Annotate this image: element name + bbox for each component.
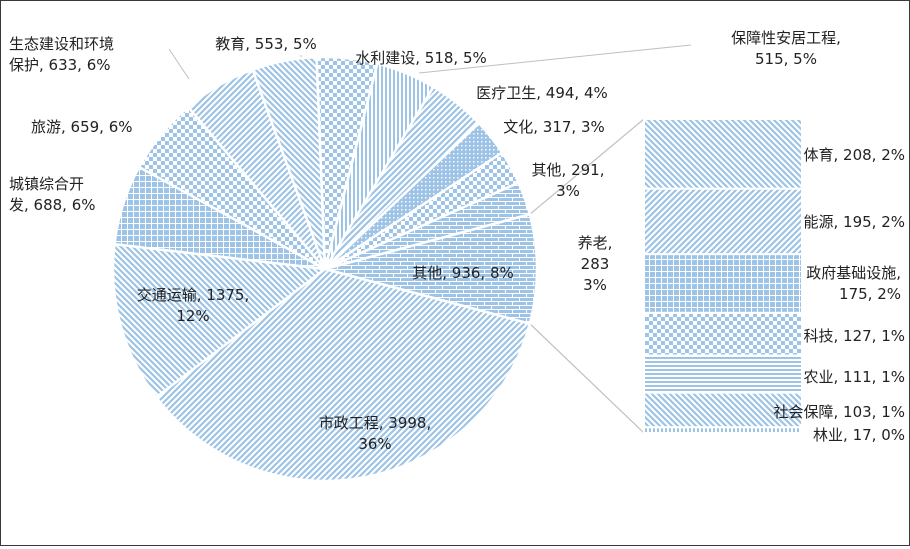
breakdown-label-3: 科技, 127, 1%: [804, 327, 906, 345]
breakdown-bar-0: [643, 118, 803, 190]
slice-label-9: 医疗卫生, 494, 4%: [476, 84, 608, 102]
breakdown-bar-1: [643, 187, 803, 256]
leader-line-1: [418, 44, 692, 74]
connector-line-bottom: [529, 323, 645, 434]
slice-label-0: 其他, 936, 8%: [412, 264, 514, 282]
breakdown-label-1: 能源, 195, 2%: [804, 213, 906, 231]
breakdown-bar-3: [643, 311, 803, 357]
slice-label-8: 保障性安居工程, 515, 5%: [731, 29, 841, 68]
slice-label-2: 交通运输, 1375, 12%: [137, 286, 249, 325]
slice-label-12: 养老, 283 3%: [578, 234, 613, 294]
leader-line-0: [168, 48, 190, 80]
slice-label-7: 水利建设, 518, 5%: [355, 49, 487, 67]
slice-label-10: 文化, 317, 3%: [503, 118, 605, 136]
breakdown-label-2: 政府基础设施, 175, 2%: [806, 264, 901, 303]
breakdown-bar-4: [643, 354, 803, 394]
pie-slice-0: [320, 212, 539, 326]
breakdown-bar-6: [643, 426, 803, 434]
slice-label-3: 城镇综合开发, 688, 6%: [9, 175, 96, 214]
pie-slice-2: [111, 242, 329, 399]
breakdown-label-5: 社会保障, 103, 1%: [774, 403, 906, 421]
breakdown-bar-2: [643, 253, 803, 314]
slice-label-5: 生态建设和环境保护, 633, 6%: [9, 35, 114, 74]
slice-label-6: 教育, 553, 5%: [215, 35, 317, 53]
slice-label-11: 其他, 291, 3%: [532, 161, 605, 200]
breakdown-label-4: 农业, 111, 1%: [804, 368, 906, 386]
pie-slice-12: [324, 181, 532, 271]
pie-slice-1: [154, 267, 532, 483]
breakdown-label-0: 体育, 208, 2%: [804, 146, 906, 164]
breakdown-label-6: 林业, 17, 0%: [813, 426, 905, 444]
slice-label-1: 市政工程, 3998, 36%: [319, 414, 431, 453]
slice-label-4: 旅游, 659, 6%: [31, 118, 133, 136]
connector-line-top: [529, 118, 645, 215]
